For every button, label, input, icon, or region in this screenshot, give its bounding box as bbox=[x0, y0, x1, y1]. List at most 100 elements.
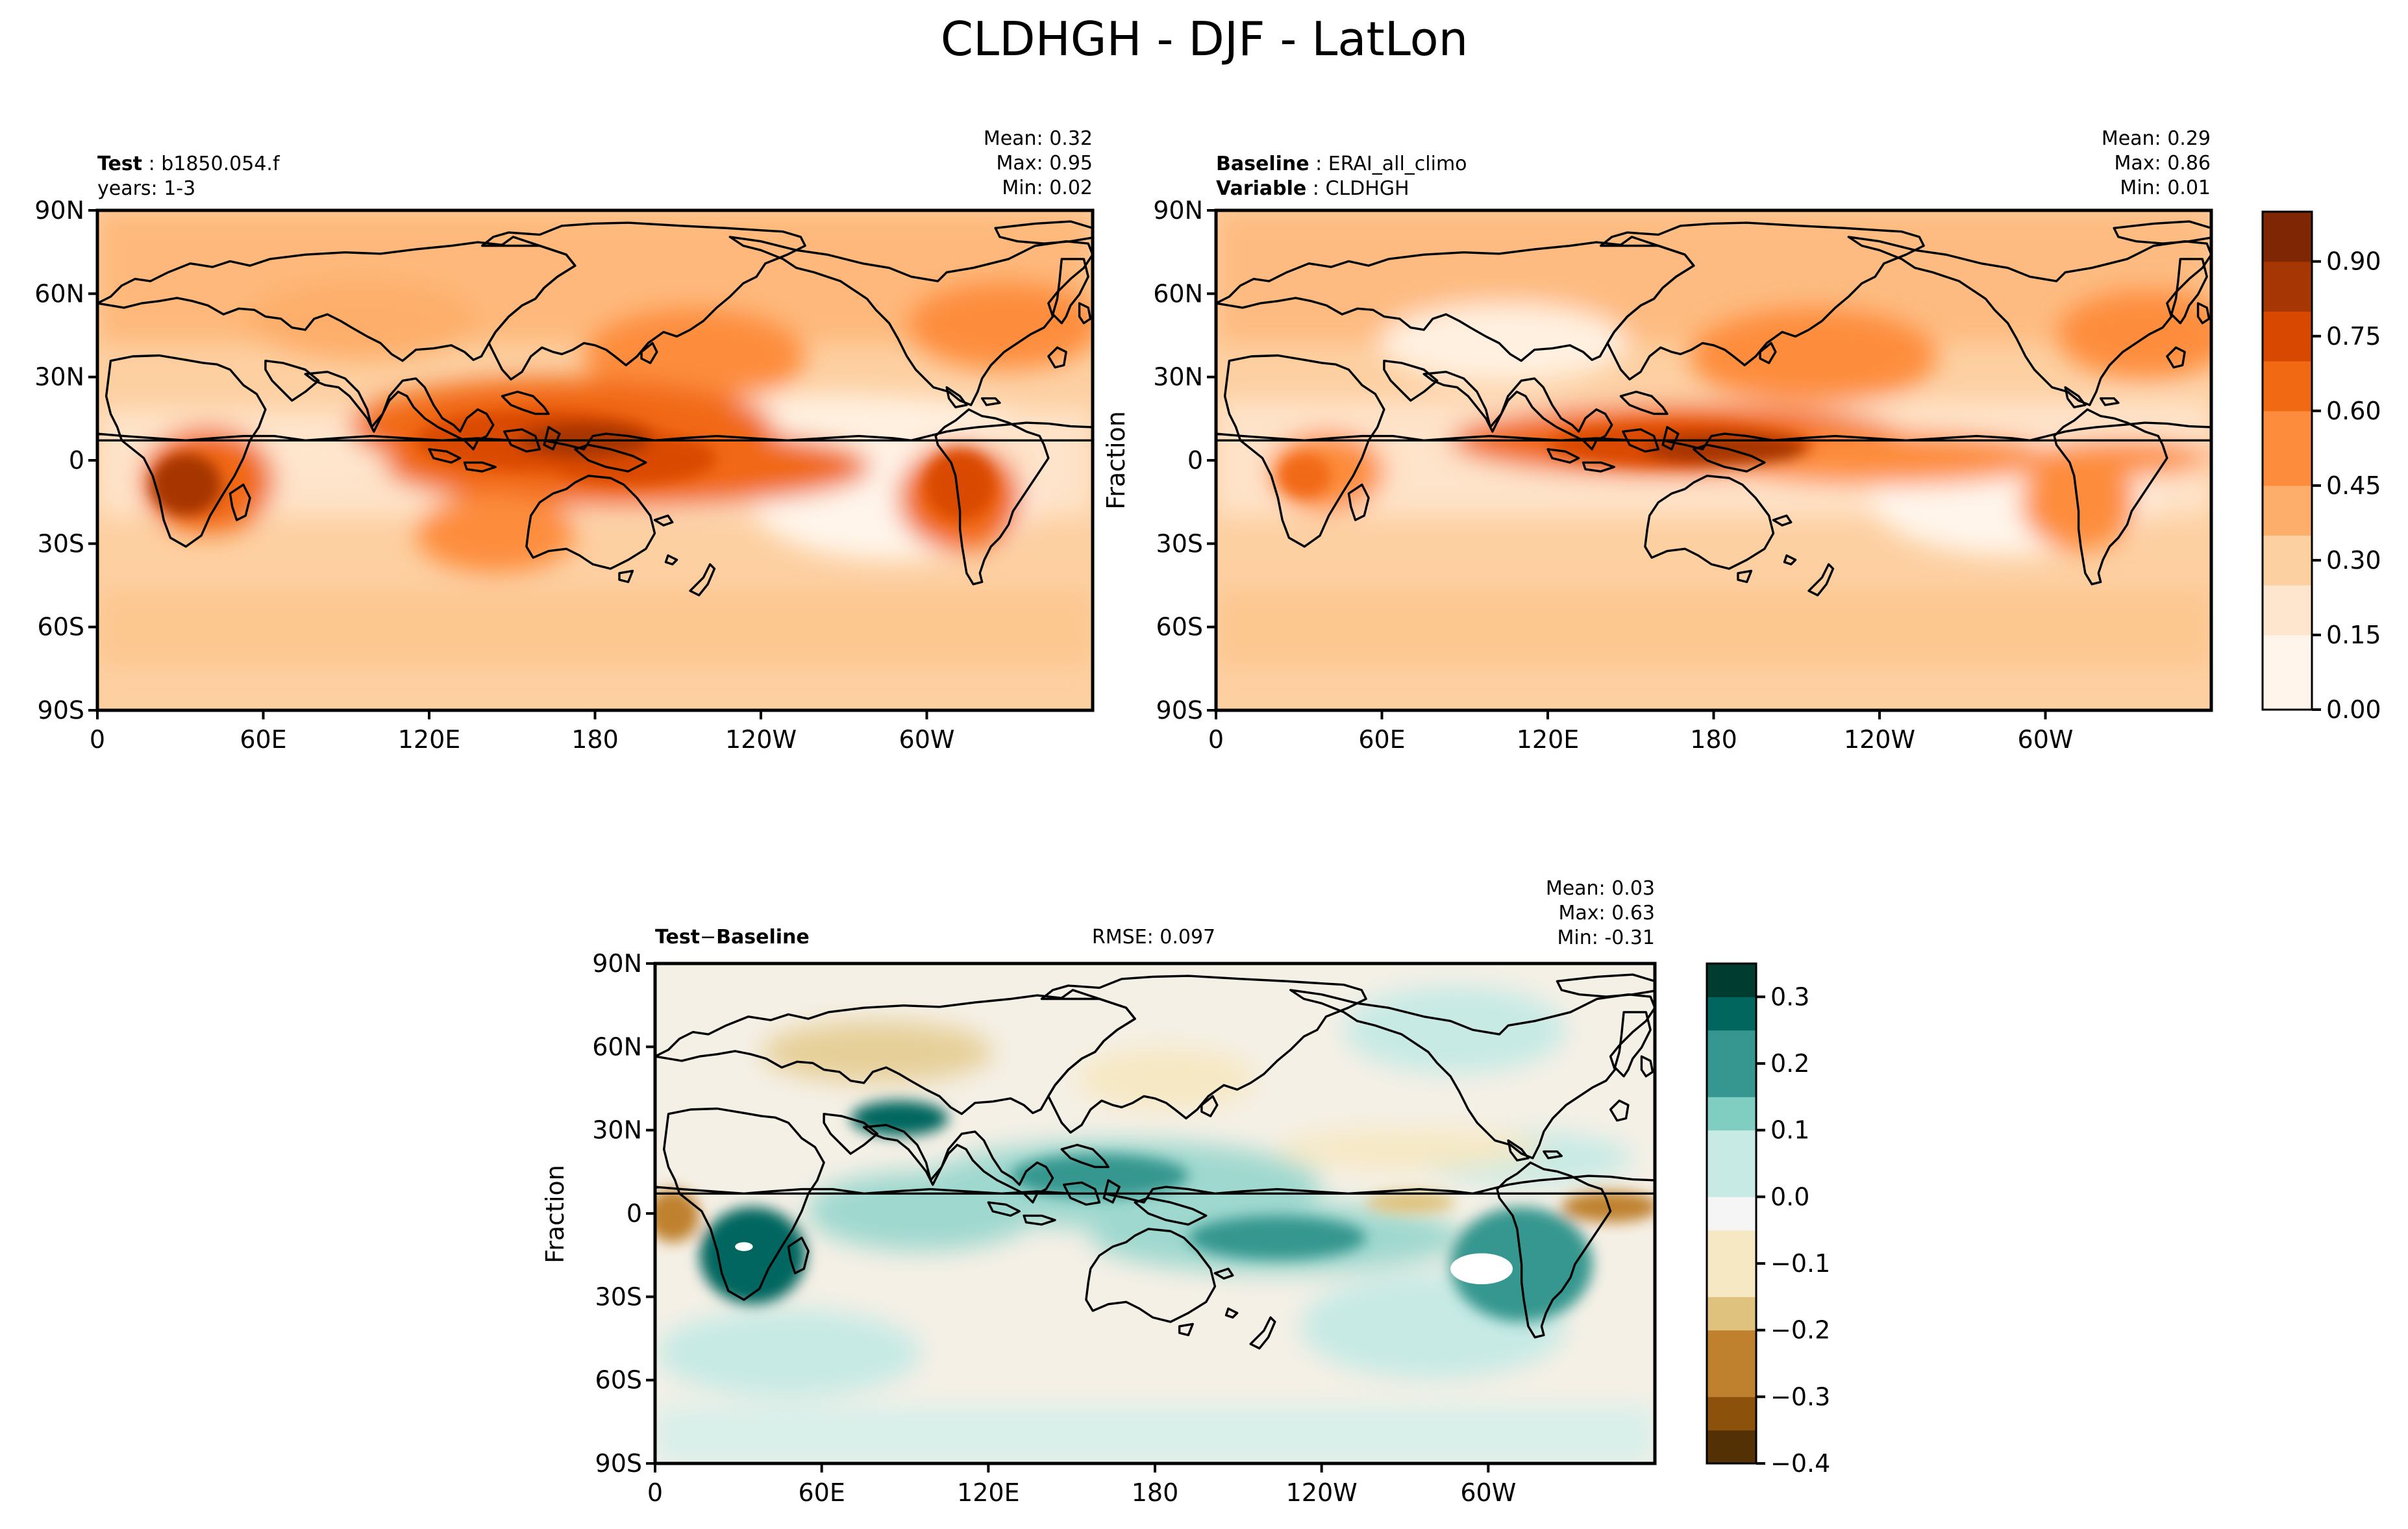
panel-test-min: Min: 0.02 bbox=[1002, 177, 1093, 199]
panel-test-map bbox=[97, 210, 1093, 710]
colorbar-orange-band bbox=[2263, 684, 2312, 710]
y-tick-label: 0 bbox=[627, 1199, 642, 1228]
colorbar-diverging-band bbox=[1707, 1230, 1756, 1264]
panel-baseline-label2-key: Variable bbox=[1216, 177, 1306, 200]
x-tick-label: 180 bbox=[571, 725, 619, 754]
y-tick-label: 60S bbox=[38, 613, 84, 641]
panel-baseline-map bbox=[1216, 210, 2211, 710]
colorbar-orange-band bbox=[2263, 560, 2312, 586]
panel-diff-y-axis: 90N 60N 30N 0 30S 60S 90S bbox=[592, 949, 655, 1478]
colorbar-orange-tick-label: 0.90 bbox=[2326, 247, 2381, 276]
x-tick-label: 120W bbox=[1286, 1478, 1358, 1507]
panel-diff-saturated-region-a bbox=[1450, 1253, 1513, 1285]
y-tick-label: 0 bbox=[69, 446, 84, 475]
panel-diff-rmse: RMSE: 0.097 bbox=[1092, 926, 1215, 949]
colorbar-diverging-tick-label: −0.2 bbox=[1770, 1316, 1830, 1345]
x-tick-label: 120E bbox=[398, 725, 461, 754]
panel-baseline-y-axis: 90N 60N 30N 0 30S 60S 90S bbox=[1153, 196, 1216, 725]
panel-test-sublabel: years: 1-3 bbox=[97, 177, 195, 200]
y-tick-label: 30N bbox=[1153, 363, 1203, 392]
panel-test-x-axis: 0 60E 120E 180 120W 60W bbox=[90, 710, 955, 754]
panel-diff: Test−Baseline RMSE: 0.097 Mean: 0.03 Max… bbox=[541, 877, 1657, 1507]
colorbar-orange-tick-label: 0.15 bbox=[2326, 621, 2381, 649]
figure-title: CLDHGH - DJF - LatLon bbox=[941, 12, 1469, 66]
x-tick-label: 60W bbox=[899, 725, 955, 754]
panel-diff-min: Min: -0.31 bbox=[1557, 926, 1655, 949]
colorbar-orange-band bbox=[2263, 585, 2312, 611]
panel-baseline-mean: Mean: 0.29 bbox=[2102, 127, 2211, 150]
panel-baseline-min: Min: 0.01 bbox=[2120, 177, 2211, 199]
x-tick-label: 60E bbox=[798, 1478, 845, 1507]
colorbar-orange-band bbox=[2263, 485, 2312, 511]
y-tick-label: 90N bbox=[34, 196, 84, 225]
y-tick-label: 30S bbox=[1156, 529, 1203, 558]
colorbar-orange-band bbox=[2263, 634, 2312, 660]
colorbar-orange-band bbox=[2263, 336, 2312, 362]
colorbar-orange-ticks: 0.00 0.15 0.30 0.45 0.60 0.75 0.90 bbox=[2312, 247, 2381, 724]
panel-test-label-value: b1850.054.f bbox=[161, 153, 280, 175]
panel-baseline-label-key: Baseline bbox=[1216, 153, 1310, 175]
panel-test-label: Test : b1850.054.f bbox=[97, 153, 280, 175]
y-tick-label: 90S bbox=[1156, 696, 1203, 725]
colorbar-diverging-tick-label: 0.3 bbox=[1770, 982, 1809, 1011]
x-tick-label: 60W bbox=[2018, 725, 2074, 754]
y-tick-label: 0 bbox=[1187, 446, 1203, 475]
colorbar-orange-band bbox=[2263, 236, 2312, 262]
colorbar-diverging-band bbox=[1707, 1363, 1756, 1397]
x-tick-label: 120W bbox=[1844, 725, 1915, 754]
colorbar-orange-tick-label: 0.45 bbox=[2326, 471, 2381, 500]
colorbar-orange-band bbox=[2263, 610, 2312, 636]
colorbar-diverging-band bbox=[1707, 1130, 1756, 1164]
colorbar-orange-band bbox=[2263, 311, 2312, 337]
colorbar-orange-band bbox=[2263, 212, 2312, 237]
colorbar-diverging-band bbox=[1707, 1063, 1756, 1097]
colorbar-orange-band bbox=[2263, 361, 2312, 386]
y-tick-label: 90S bbox=[38, 696, 84, 725]
colorbar-orange: 0.00 0.15 0.30 0.45 0.60 0.75 0.90 bbox=[2261, 210, 2381, 724]
panel-test-y-axis: 90N 60N 30N 0 30S 60S 90S bbox=[34, 196, 97, 725]
colorbar-orange-tick-label: 0.00 bbox=[2326, 695, 2381, 724]
colorbar-diverging-band bbox=[1707, 1297, 1756, 1331]
x-tick-label: 0 bbox=[1208, 725, 1224, 754]
x-tick-label: 0 bbox=[647, 1478, 663, 1507]
panel-test-max: Max: 0.95 bbox=[997, 152, 1093, 175]
colorbar-orange-band bbox=[2263, 510, 2312, 536]
panel-diff-ylabel: Fraction bbox=[541, 1165, 569, 1263]
panel-baseline-label2: Variable : CLDHGH bbox=[1216, 177, 1409, 200]
colorbar-diverging-band bbox=[1707, 1163, 1756, 1197]
colorbar-diverging-tick-label: 0.1 bbox=[1770, 1116, 1809, 1145]
colorbar-orange-band bbox=[2263, 386, 2312, 412]
colorbar-orange-tick-label: 0.75 bbox=[2326, 322, 2381, 351]
panel-baseline-stats: Mean: 0.29 Max: 0.86 Min: 0.01 bbox=[2102, 127, 2211, 199]
panel-test-label-key: Test bbox=[97, 153, 142, 175]
x-tick-label: 60W bbox=[1460, 1478, 1516, 1507]
panel-test-stats: Mean: 0.32 Max: 0.95 Min: 0.02 bbox=[984, 127, 1093, 199]
panel-baseline-ylabel: Fraction bbox=[1102, 411, 1130, 510]
colorbar-orange-band bbox=[2263, 460, 2312, 486]
colorbar-diverging-band bbox=[1707, 1197, 1756, 1231]
colorbar-diverging-band bbox=[1707, 997, 1756, 1031]
x-tick-label: 120E bbox=[1517, 725, 1580, 754]
colorbar-orange-tick-label: 0.60 bbox=[2326, 397, 2381, 425]
panel-baseline: Baseline : ERAI_all_climo Variable : CLD… bbox=[1102, 127, 2213, 754]
colorbar-diverging-frame bbox=[1706, 962, 1757, 1465]
colorbar-diverging-tick-label: −0.3 bbox=[1770, 1382, 1830, 1411]
colorbar-orange-frame bbox=[2261, 210, 2313, 711]
panel-diff-saturated-region-b bbox=[735, 1242, 753, 1251]
colorbar-diverging-band bbox=[1707, 963, 1756, 997]
panel-diff-max: Max: 0.63 bbox=[1559, 902, 1655, 925]
panel-diff-label-op: − bbox=[700, 926, 716, 949]
colorbar-diverging: 0.3 0.2 0.1 0.0 −0.1 −0.2 −0.3 −0.4 bbox=[1706, 962, 1830, 1478]
colorbar-diverging-band bbox=[1707, 1397, 1756, 1431]
panel-baseline-label: Baseline : ERAI_all_climo bbox=[1216, 153, 1467, 175]
panel-baseline-label2-value: CLDHGH bbox=[1325, 177, 1409, 200]
y-tick-label: 90S bbox=[595, 1449, 642, 1478]
panel-diff-x-axis: 0 60E 120E 180 120W 60W bbox=[647, 1463, 1516, 1507]
panel-diff-stats: Mean: 0.03 Max: 0.63 Min: -0.31 bbox=[1546, 877, 1655, 949]
colorbar-orange-band bbox=[2263, 286, 2312, 312]
x-tick-label: 180 bbox=[1690, 725, 1737, 754]
y-tick-label: 30N bbox=[34, 363, 84, 392]
y-tick-label: 30S bbox=[38, 529, 84, 558]
y-tick-label: 60S bbox=[595, 1366, 642, 1395]
colorbar-diverging-band bbox=[1707, 1263, 1756, 1297]
